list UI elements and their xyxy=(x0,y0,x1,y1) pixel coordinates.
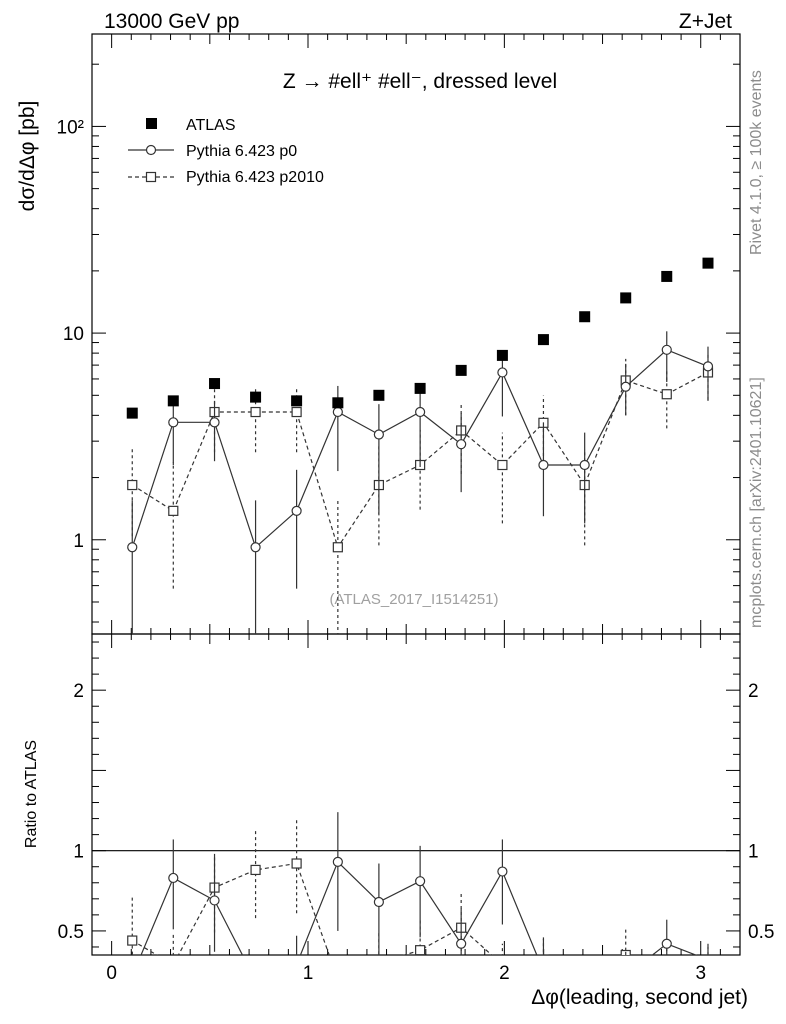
data-point-p2010 xyxy=(127,935,138,946)
data-point-p0 xyxy=(332,856,343,868)
x-tick-label: 2 xyxy=(499,963,510,984)
data-point-p0 xyxy=(250,542,261,553)
data-point-p0 xyxy=(209,417,220,428)
data-point-atlas xyxy=(496,349,508,361)
y-tick-label: 10² xyxy=(57,117,84,138)
x-tick-label: 3 xyxy=(695,963,706,984)
data-point-atlas xyxy=(167,395,179,407)
data-point-p2010 xyxy=(661,389,672,400)
data-point-p0 xyxy=(497,367,508,378)
ratio-y-ticks: 0.5 0.5 1 1 2 2 xyxy=(58,641,774,948)
rivet-label: Rivet 4.1.0, ≥ 100k events xyxy=(748,70,765,255)
legend-label-p2010: Pythia 6.423 p2010 xyxy=(186,169,324,186)
data-point-p0 xyxy=(291,505,302,516)
data-point-atlas xyxy=(661,270,673,282)
data-point-p2010 xyxy=(168,505,179,516)
process-label: Z+Jet xyxy=(679,10,732,33)
data-point-p0 xyxy=(661,938,672,949)
mcplots-label: mcplots.cern.ch [arXiv:2401.10621] xyxy=(748,377,765,628)
data-point-p2010 xyxy=(250,864,261,876)
legend-label-atlas: ATLAS xyxy=(186,117,236,134)
data-point-p0 xyxy=(702,361,714,372)
plot-title: Z → #ell⁺ #ell⁻, dressed level xyxy=(283,70,557,93)
y-tick-label-right: 1 xyxy=(748,842,759,863)
data-point-p0 xyxy=(209,895,220,906)
ratio-y-axis-label: Ratio to ATLAS xyxy=(23,740,40,848)
y-tick-label-right: 2 xyxy=(748,681,759,702)
data-point-p0 xyxy=(373,896,384,908)
data-point-atlas xyxy=(579,311,591,323)
data-point-p0 xyxy=(456,938,467,949)
data-point-p0 xyxy=(456,439,467,450)
y-tick-label: 10 xyxy=(63,324,84,345)
data-point-p2010 xyxy=(291,406,302,418)
data-point-p2010 xyxy=(415,945,426,955)
x-tick-label: 1 xyxy=(303,963,314,984)
legend-marker-p2010 xyxy=(145,171,157,183)
main-y-ticks: 1 10 10² xyxy=(57,63,740,623)
series-line xyxy=(131,862,628,955)
y-tick-label: 1 xyxy=(73,531,84,552)
data-point-p0 xyxy=(579,459,590,471)
ratio-plot-data xyxy=(127,812,710,955)
data-point-atlas xyxy=(702,257,714,269)
data-point-atlas xyxy=(620,292,632,304)
data-point-p0 xyxy=(620,381,631,392)
data-point-atlas xyxy=(455,364,467,376)
data-point-p0 xyxy=(332,406,343,418)
data-point-p2010 xyxy=(497,459,508,471)
y-tick-label-right: 0.5 xyxy=(748,922,774,943)
data-point-atlas xyxy=(291,395,303,407)
data-point-p0 xyxy=(497,866,508,877)
energy-label: 13000 GeV pp xyxy=(104,10,239,33)
data-point-atlas xyxy=(250,391,262,403)
data-point-atlas xyxy=(537,334,549,346)
legend-label-p0: Pythia 6.423 p0 xyxy=(186,143,297,160)
data-point-p0 xyxy=(538,459,549,471)
x-tick-label: 0 xyxy=(106,963,117,984)
data-point-atlas xyxy=(414,382,426,394)
data-point-p0 xyxy=(661,344,672,355)
data-point-p2010 xyxy=(127,479,138,491)
data-point-p2010 xyxy=(332,542,343,553)
data-point-p0 xyxy=(168,872,179,884)
data-point-p0 xyxy=(415,876,426,887)
y-tick-label: 0.5 xyxy=(58,922,84,943)
legend-marker-p0 xyxy=(145,144,157,156)
data-point-p0 xyxy=(373,429,384,440)
data-point-p0 xyxy=(127,542,138,553)
data-point-p2010 xyxy=(291,858,302,869)
data-point-p2010 xyxy=(250,406,261,418)
analysis-watermark: (ATLAS_2017_I1514251) xyxy=(329,591,498,608)
legend: ATLAS Pythia 6.423 p0 Pythia 6.423 p2010 xyxy=(128,117,324,186)
data-point-atlas xyxy=(126,407,138,419)
data-point-atlas xyxy=(373,389,385,401)
x-axis-label: Δφ(leading, second jet) xyxy=(531,986,748,1009)
data-point-p0 xyxy=(168,417,179,428)
main-y-axis-label: dσ/dΔφ [pb] xyxy=(16,101,39,212)
data-point-atlas xyxy=(332,397,344,409)
legend-marker-atlas xyxy=(146,118,157,129)
y-tick-label: 2 xyxy=(73,681,84,702)
x-ticks: 0 1 2 3 xyxy=(91,34,741,984)
data-point-p0 xyxy=(415,406,426,418)
data-point-atlas xyxy=(209,378,221,390)
main-plot-data xyxy=(126,257,714,634)
y-tick-label: 1 xyxy=(73,842,84,863)
